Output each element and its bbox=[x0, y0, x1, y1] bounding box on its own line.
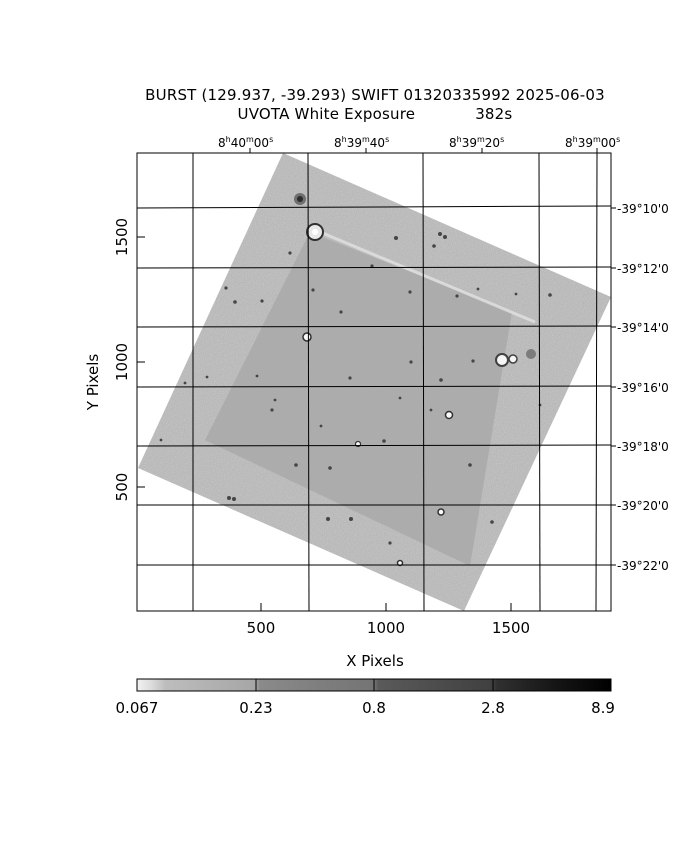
x-tick-label: 1000 bbox=[367, 619, 405, 637]
y-tick-label: 1000 bbox=[113, 343, 131, 381]
dec-label: -39°22'0 bbox=[617, 559, 669, 573]
filter-label: UVOTA White Exposure bbox=[237, 105, 416, 123]
ra-label: 8h39m20s bbox=[449, 135, 504, 150]
colorbar-tick-label: 0.8 bbox=[362, 699, 386, 717]
dec-label: -39°18'0 bbox=[617, 440, 669, 454]
dec-label: -39°10'0 bbox=[617, 202, 669, 216]
colorbar-tick-label: 2.8 bbox=[481, 699, 505, 717]
ra-label: 8h39m00s bbox=[565, 135, 620, 150]
wcs-grid bbox=[137, 153, 611, 611]
dec-label: -39°16'0 bbox=[617, 381, 669, 395]
y-axis-label: Y Pixels bbox=[84, 354, 102, 412]
exposure-label: 382s bbox=[475, 105, 513, 123]
dec-label: -39°14'0 bbox=[617, 321, 669, 335]
image-title: BURST (129.937, -39.293) SWIFT 013203359… bbox=[145, 86, 605, 104]
star-field bbox=[159, 193, 552, 567]
ra-label: 8h40m00s bbox=[218, 135, 273, 150]
x-tick-label: 1500 bbox=[492, 619, 530, 637]
y-tick-label: 500 bbox=[113, 473, 131, 502]
x-tick-label: 500 bbox=[247, 619, 276, 637]
dec-label: -39°20'0 bbox=[617, 499, 669, 513]
colorbar-tick-label: 0.23 bbox=[239, 699, 272, 717]
image-frame: 500 1000 1500 X Pixels 500 1000 1500 Y P… bbox=[84, 135, 669, 670]
ra-label: 8h39m40s bbox=[334, 135, 389, 150]
ra-labels: 8h40m00s 8h39m40s 8h39m20s 8h39m00s bbox=[218, 135, 620, 150]
colorbar-tick-label: 0.067 bbox=[116, 699, 159, 717]
x-axis-label: X Pixels bbox=[346, 652, 404, 670]
image-subtitle: UVOTA White Exposure 382s bbox=[0, 105, 680, 123]
colorbar: 0.067 0.23 0.8 2.8 8.9 bbox=[116, 678, 615, 717]
colorbar-tick-label: 8.9 bbox=[591, 699, 615, 717]
dec-labels: -39°10'0 -39°12'0 -39°14'0 -39°16'0 -39°… bbox=[617, 202, 669, 573]
y-tick-label: 1500 bbox=[113, 218, 131, 256]
dec-label: -39°12'0 bbox=[617, 262, 669, 276]
inner-exposure-region bbox=[205, 232, 512, 566]
